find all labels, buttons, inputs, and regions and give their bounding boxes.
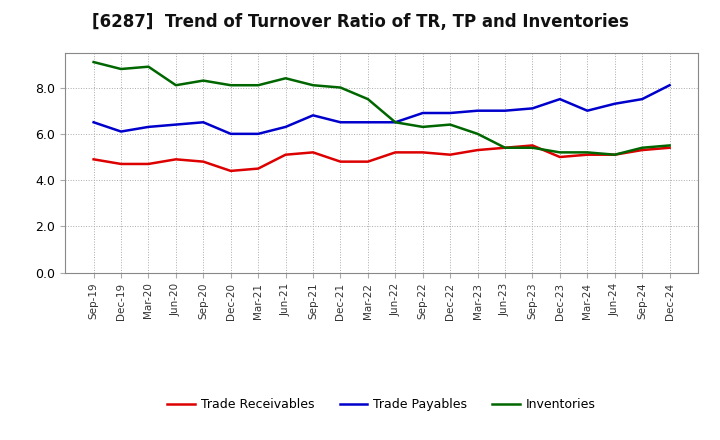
Trade Payables — [254, 131, 263, 136]
Trade Receivables — [89, 157, 98, 162]
Line: Trade Payables: Trade Payables — [94, 85, 670, 134]
Trade Receivables — [556, 154, 564, 160]
Trade Receivables — [528, 143, 537, 148]
Inventories — [638, 145, 647, 150]
Trade Receivables — [611, 152, 619, 158]
Trade Receivables — [199, 159, 207, 164]
Text: [6287]  Trend of Turnover Ratio of TR, TP and Inventories: [6287] Trend of Turnover Ratio of TR, TP… — [91, 13, 629, 31]
Inventories — [364, 96, 372, 102]
Trade Payables — [583, 108, 592, 114]
Inventories — [171, 83, 180, 88]
Trade Payables — [556, 96, 564, 102]
Trade Payables — [117, 129, 125, 134]
Inventories — [556, 150, 564, 155]
Trade Receivables — [282, 152, 290, 158]
Trade Payables — [199, 120, 207, 125]
Trade Payables — [418, 110, 427, 116]
Trade Payables — [336, 120, 345, 125]
Trade Receivables — [391, 150, 400, 155]
Inventories — [282, 76, 290, 81]
Trade Payables — [528, 106, 537, 111]
Trade Payables — [473, 108, 482, 114]
Inventories — [199, 78, 207, 83]
Inventories — [665, 143, 674, 148]
Inventories — [446, 122, 454, 127]
Trade Receivables — [473, 147, 482, 153]
Line: Inventories: Inventories — [94, 62, 670, 155]
Inventories — [254, 83, 263, 88]
Trade Payables — [282, 124, 290, 129]
Inventories — [336, 85, 345, 90]
Inventories — [309, 83, 318, 88]
Inventories — [117, 66, 125, 72]
Trade Payables — [638, 96, 647, 102]
Trade Payables — [144, 124, 153, 129]
Trade Receivables — [418, 150, 427, 155]
Trade Receivables — [254, 166, 263, 171]
Trade Payables — [171, 122, 180, 127]
Inventories — [500, 145, 509, 150]
Inventories — [583, 150, 592, 155]
Trade Receivables — [309, 150, 318, 155]
Inventories — [473, 131, 482, 136]
Inventories — [528, 145, 537, 150]
Trade Payables — [500, 108, 509, 114]
Line: Trade Receivables: Trade Receivables — [94, 146, 670, 171]
Trade Receivables — [583, 152, 592, 158]
Trade Receivables — [446, 152, 454, 158]
Trade Receivables — [171, 157, 180, 162]
Trade Receivables — [638, 147, 647, 153]
Trade Receivables — [364, 159, 372, 164]
Trade Receivables — [336, 159, 345, 164]
Inventories — [226, 83, 235, 88]
Trade Payables — [226, 131, 235, 136]
Trade Payables — [665, 83, 674, 88]
Inventories — [418, 124, 427, 129]
Trade Payables — [309, 113, 318, 118]
Inventories — [611, 152, 619, 158]
Trade Receivables — [665, 145, 674, 150]
Trade Receivables — [500, 145, 509, 150]
Trade Receivables — [144, 161, 153, 167]
Trade Receivables — [117, 161, 125, 167]
Trade Payables — [611, 101, 619, 106]
Trade Payables — [89, 120, 98, 125]
Trade Payables — [446, 110, 454, 116]
Inventories — [391, 120, 400, 125]
Trade Payables — [391, 120, 400, 125]
Legend: Trade Receivables, Trade Payables, Inventories: Trade Receivables, Trade Payables, Inven… — [162, 393, 601, 416]
Trade Receivables — [226, 168, 235, 173]
Trade Payables — [364, 120, 372, 125]
Inventories — [144, 64, 153, 70]
Inventories — [89, 59, 98, 65]
